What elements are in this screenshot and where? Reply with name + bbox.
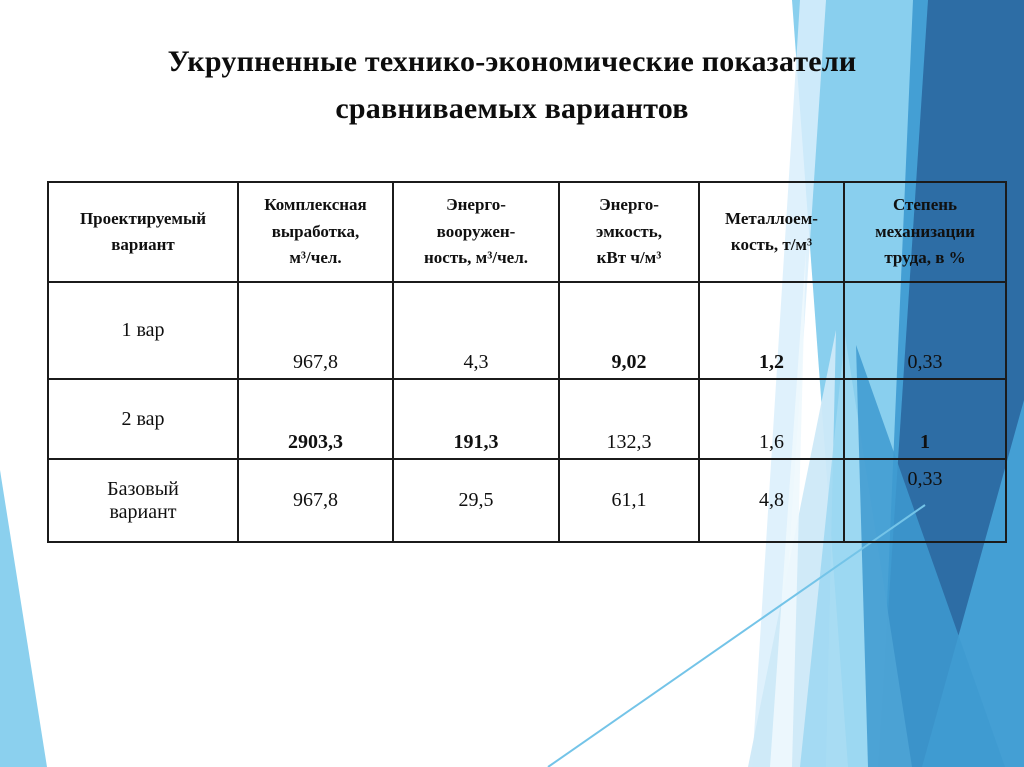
cell-base-metal-intensity: 4,8 (698, 458, 845, 543)
cell-v2-energy-supply: 191,3 (392, 378, 560, 460)
row-label-base-variant: Базовый вариант (47, 458, 239, 543)
row-label-variant1: 1 вар (47, 281, 239, 380)
cell-v1-energy-intensity: 9,02 (558, 281, 700, 380)
col-header-projected-variant: Проектируемый вариант (47, 181, 239, 283)
col-header-energy-intensity: Энерго- эмкость, кВт ч/м³ (558, 181, 700, 283)
cell-v2-mechanization: 1 (843, 378, 1007, 460)
col-header-complex-output: Комплексная выработка, м³/чел. (237, 181, 394, 283)
col-header-mechanization-degree: Степень механизации труда, в % (843, 181, 1007, 283)
indicators-table: Проектируемый вариант Комплексная вырабо… (47, 181, 1007, 543)
table-row-variant2: 2 вар 2903,3 191,3 132,3 1,6 1 (47, 378, 1007, 460)
cell-v2-complex-output: 2903,3 (237, 378, 394, 460)
col-header-metal-intensity: Металлоем- кость, т/м³ (698, 181, 845, 283)
cell-base-complex-output: 967,8 (237, 458, 394, 543)
cell-v1-mechanization: 0,33 (843, 281, 1007, 380)
thin-diagonal-line (547, 504, 926, 767)
table-row-variant1: 1 вар 967,8 4,3 9,02 1,2 0,33 (47, 281, 1007, 380)
cell-v1-complex-output: 967,8 (237, 281, 394, 380)
cell-base-mechanization: 0,33 (843, 458, 1007, 543)
cell-v2-energy-intensity: 132,3 (558, 378, 700, 460)
slide-title: Укрупненные технико-экономические показа… (167, 45, 857, 125)
col-header-energy-supply: Энерго- вооружен- ность, м³/чел. (392, 181, 560, 283)
cell-v2-metal-intensity: 1,6 (698, 378, 845, 460)
cell-base-energy-intensity: 61,1 (558, 458, 700, 543)
bottom-left-wedge-shape (0, 470, 47, 767)
table-header-row: Проектируемый вариант Комплексная вырабо… (47, 181, 1007, 283)
cell-base-energy-supply: 29,5 (392, 458, 560, 543)
cell-v1-energy-supply: 4,3 (392, 281, 560, 380)
row-label-variant2: 2 вар (47, 378, 239, 460)
table-row-base-variant: Базовый вариант 967,8 29,5 61,1 4,8 0,33 (47, 458, 1007, 543)
cell-v1-metal-intensity: 1,2 (698, 281, 845, 380)
